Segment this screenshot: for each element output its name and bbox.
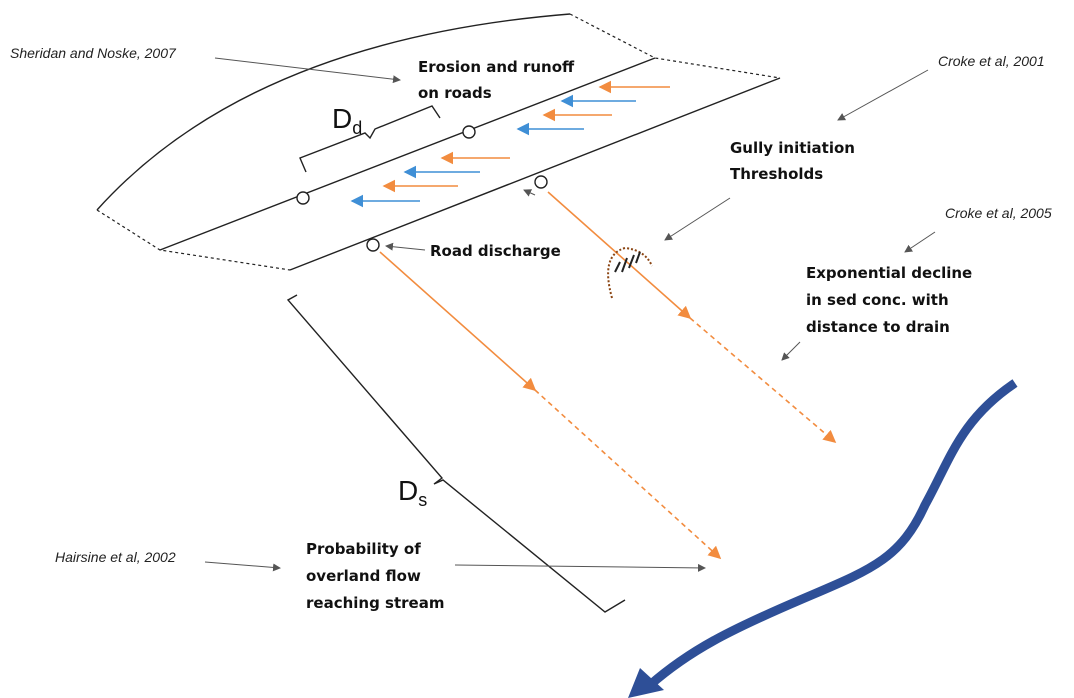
symbol: Ds (398, 475, 427, 510)
citation: Croke et al, 2001 (938, 53, 1045, 69)
label: Erosion and runoff (418, 58, 575, 76)
brackets (288, 106, 625, 612)
citation: Sheridan and Noske, 2007 (10, 45, 177, 61)
label: distance to drain (806, 318, 950, 336)
label: in sed conc. with (806, 291, 949, 309)
label: overland flow (306, 567, 421, 585)
label: Thresholds (730, 165, 823, 183)
symbol: Dd (332, 103, 362, 138)
citation: Hairsine et al, 2002 (55, 549, 176, 565)
label: Road discharge (430, 242, 561, 260)
gully (608, 248, 652, 298)
label: on roads (418, 84, 492, 102)
stream (650, 383, 1015, 685)
label: Exponential decline (806, 264, 972, 282)
symbol-main: D (398, 475, 418, 506)
symbol-sub: d (352, 118, 362, 138)
symbol-main: D (332, 103, 352, 134)
symbol-sub: s (418, 490, 427, 510)
diagram: Sheridan and Noske, 2007 Erosion and run… (0, 0, 1074, 698)
label: Probability of (306, 540, 421, 558)
pointers (205, 58, 935, 568)
label: reaching stream (306, 594, 444, 612)
labels: Sheridan and Noske, 2007 Erosion and run… (10, 45, 1052, 612)
citation: Croke et al, 2005 (945, 205, 1052, 221)
label: Gully initiation (730, 139, 855, 157)
